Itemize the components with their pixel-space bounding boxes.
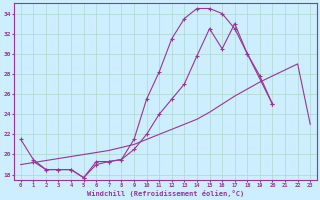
X-axis label: Windchill (Refroidissement éolien,°C): Windchill (Refroidissement éolien,°C) xyxy=(87,190,244,197)
